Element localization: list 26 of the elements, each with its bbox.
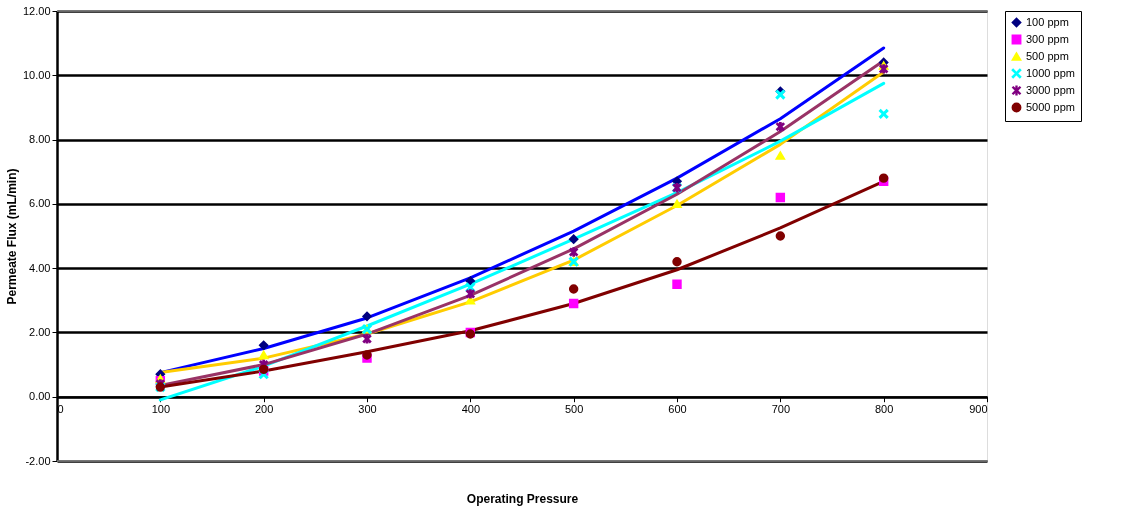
x-tick-label: 600	[668, 403, 687, 416]
x-tick-label: 0	[57, 403, 64, 416]
y-tick-label: 4.00	[29, 261, 51, 274]
y-axis-title: Permeate Flux (mL/min)	[4, 168, 19, 305]
x-tick-label: 900	[969, 403, 988, 416]
y-tick-label: 8.00	[29, 133, 51, 146]
x-tick-label: 700	[771, 403, 791, 416]
y-tick-label: 6.00	[29, 197, 51, 210]
legend-label: 100 ppm	[1026, 15, 1069, 28]
x-tick-label: 800	[874, 403, 894, 416]
x-tick-label: 200	[254, 403, 274, 416]
y-tick-label: 12.00	[22, 4, 51, 17]
x-tick-label: 100	[151, 403, 171, 416]
x-tick-label: 300	[358, 403, 377, 416]
legend-label: 3000 ppm	[1026, 83, 1075, 96]
legend-label: 5000 ppm	[1026, 100, 1075, 113]
legend-label: 500 ppm	[1026, 49, 1069, 62]
y-tick-label: -2.00	[25, 454, 51, 467]
legend-label: 1000 ppm	[1026, 66, 1075, 79]
y-tick-label: 10.00	[22, 68, 51, 81]
y-tick-label: 0.00	[29, 390, 51, 403]
x-tick-label: 400	[461, 403, 481, 416]
x-axis-title: Operating Pressure	[466, 491, 579, 506]
x-tick-label: 500	[564, 403, 584, 416]
legend-label: 300 ppm	[1026, 32, 1069, 45]
y-tick-label: 2.00	[29, 325, 51, 338]
